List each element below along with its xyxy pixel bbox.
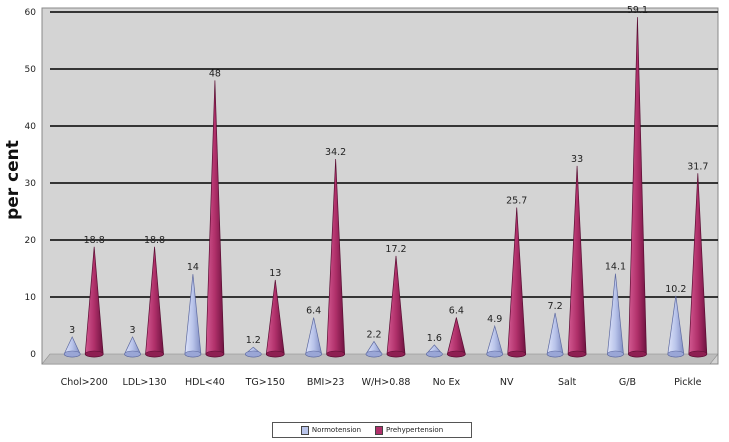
y-tick-label: 0 [30, 350, 36, 360]
legend-swatch-normotension [300, 425, 309, 435]
cone-base-normotension [667, 350, 685, 358]
cone-base-normotension [546, 350, 564, 358]
y-tick-label: 10 [25, 293, 37, 303]
data-label-normotension: 7.2 [548, 301, 563, 312]
data-label-prehypertension: 6.4 [449, 306, 464, 317]
legend-item-normotension: Normotension [300, 425, 362, 435]
x-category-label: LDL>130 [123, 377, 167, 388]
data-marks [63, 17, 708, 358]
data-label-prehypertension: 33 [571, 154, 583, 165]
legend-item-prehypertension: Prehypertension [375, 425, 444, 435]
data-label-normotension: 1.2 [246, 335, 261, 346]
y-axis-ticks: 0 10 20 30 40 50 60 [25, 8, 37, 360]
legend-label-prehypertension: Prehypertension [386, 426, 444, 434]
y-tick-label: 40 [25, 122, 37, 132]
y-tick-label: 30 [25, 179, 37, 189]
data-labels: 3 18.8 3 18.8 14 48 1.2 13 6.4 34.2 2.2 17.2 1.6 6.4 4… [69, 5, 708, 346]
data-label-normotension: 2.2 [366, 329, 381, 340]
cone-base-normotension [63, 350, 81, 358]
cone-base-prehypertension [326, 350, 345, 358]
cone-base-prehypertension [447, 350, 466, 358]
cone-base-prehypertension [628, 350, 647, 358]
x-category-label: Pickle [674, 377, 702, 388]
data-label-normotension: 3 [69, 325, 75, 336]
data-label-normotension: 10.2 [665, 284, 686, 295]
x-category-label: No Ex [433, 377, 461, 388]
cone-base-prehypertension [688, 350, 708, 358]
data-label-prehypertension: 18.8 [84, 235, 105, 246]
data-label-prehypertension: 31.7 [687, 161, 708, 172]
cone-base-normotension [486, 350, 504, 358]
y-tick-label: 20 [25, 236, 37, 246]
legend-swatch-prehypertension [375, 425, 384, 435]
x-category-label: TG>150 [245, 377, 285, 388]
cone-base-prehypertension [567, 350, 587, 358]
y-tick-label: 50 [25, 65, 37, 75]
legend-label-normotension: Normotension [311, 426, 362, 434]
data-label-normotension: 14.1 [605, 262, 626, 273]
data-label-prehypertension: 34.2 [325, 147, 346, 158]
x-category-label: HDL<40 [185, 377, 225, 388]
x-category-label: W/H>0.88 [362, 377, 411, 388]
x-category-label: Salt [558, 377, 576, 388]
data-label-normotension: 4.9 [487, 314, 502, 325]
data-label-prehypertension: 25.7 [506, 196, 527, 207]
cone-base-prehypertension [145, 350, 164, 358]
cone-base-normotension [426, 350, 443, 358]
y-tick-label: 60 [25, 8, 37, 18]
cone-base-prehypertension [386, 350, 406, 358]
cone-base-normotension [184, 350, 202, 358]
data-label-prehypertension: 59.1 [627, 5, 648, 16]
data-label-prehypertension: 17.2 [385, 244, 406, 255]
cone-base-normotension [305, 350, 322, 358]
data-label-prehypertension: 18.8 [144, 235, 165, 246]
cone-base-normotension [124, 350, 141, 358]
data-label-normotension: 14 [187, 262, 199, 273]
legend: Normotension Prehypertension [272, 422, 472, 438]
cone-base-normotension [244, 350, 262, 358]
x-category-label: G/B [619, 377, 636, 388]
data-label-normotension: 3 [130, 325, 136, 336]
cone-base-prehypertension [84, 350, 104, 358]
cone-base-prehypertension [507, 350, 527, 358]
x-category-label: NV [500, 377, 514, 388]
data-label-prehypertension: 48 [209, 68, 221, 79]
gridlines [50, 11, 718, 298]
data-label-normotension: 1.6 [427, 333, 442, 344]
cone-base-normotension [607, 350, 624, 358]
x-category-label: Chol>200 [61, 377, 108, 388]
data-label-normotension: 6.4 [306, 306, 321, 317]
cone-base-prehypertension [205, 350, 225, 358]
cone-base-normotension [365, 350, 383, 358]
data-label-prehypertension: 13 [269, 268, 281, 279]
x-category-label: BMI>23 [307, 377, 345, 388]
x-axis-categories: Chol>200 LDL>130 HDL<40 TG>150 BMI>23 W/H>0.8… [61, 377, 702, 388]
cone-base-prehypertension [265, 350, 285, 358]
y-axis-label: per cent [3, 140, 23, 220]
